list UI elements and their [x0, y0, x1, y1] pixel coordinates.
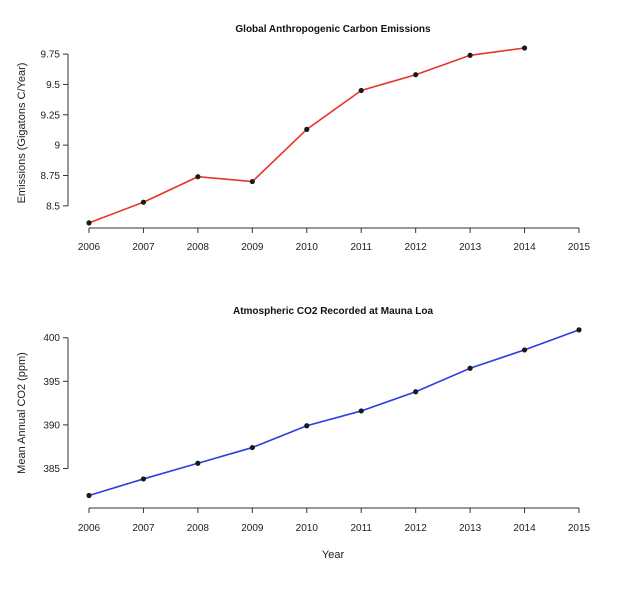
x-axis: 2006 2007 2008 2009 2010 2011 2012 2013 2014 2015: [78, 227, 591, 253]
data-point: [249, 444, 255, 451]
x-tick-label: 2008: [187, 523, 210, 534]
y-tick-label: 9.25: [41, 110, 61, 121]
co2-chart: Atmospheric CO2 Recorded at Mauna Loa Me…: [16, 306, 591, 561]
chart-title: Global Anthropogenic Carbon Emissions: [235, 24, 431, 35]
x-tick-label: 2010: [296, 523, 319, 534]
x-tick-label: 2010: [296, 242, 319, 253]
x-tick-label: 2006: [78, 523, 101, 534]
x-tick-label: 2012: [405, 242, 428, 253]
data-point: [358, 408, 364, 414]
data-point: [86, 220, 92, 226]
emissions-chart: Global Anthropogenic Carbon Emissions Em…: [16, 24, 591, 253]
y-tick-label: 8.5: [46, 201, 60, 212]
x-tick-label: 2015: [568, 523, 591, 534]
y-axis-label: Emissions (Gigatons C/Year): [16, 63, 28, 204]
data-point: [195, 460, 201, 466]
data-point: [413, 72, 419, 78]
x-tick-label: 2013: [459, 523, 482, 534]
y-tick-label: 8.75: [41, 171, 61, 182]
y-axis: 385 390 395 400: [43, 333, 69, 475]
data-point: [86, 492, 92, 499]
data-point: [249, 178, 255, 185]
chart-title: Atmospheric CO2 Recorded at Mauna Loa: [233, 306, 433, 317]
x-tick-label: 2011: [350, 523, 372, 534]
x-tick-label: 2011: [350, 242, 372, 253]
data-point: [521, 347, 528, 353]
y-axis-label: Mean Annual CO2 (ppm): [16, 352, 28, 474]
x-axis-label: Year: [322, 549, 345, 561]
y-tick-label: 9.75: [41, 50, 61, 61]
y-tick-label: 385: [43, 464, 60, 475]
data-point: [576, 327, 582, 333]
x-tick-label: 2007: [132, 523, 155, 534]
x-tick-label: 2008: [187, 242, 210, 253]
data-point: [304, 126, 310, 132]
y-tick-label: 9: [54, 141, 60, 152]
x-tick-label: 2007: [132, 242, 155, 253]
y-tick-label: 390: [43, 420, 60, 431]
data-point: [521, 45, 528, 51]
y-tick-label: 9.5: [46, 80, 60, 91]
data-point: [467, 365, 473, 371]
data-point: [140, 199, 147, 205]
x-tick-label: 2012: [405, 523, 428, 534]
x-tick-label: 2014: [513, 242, 536, 253]
data-point: [467, 52, 473, 58]
series-line-group: [86, 45, 528, 226]
x-tick-label: 2013: [459, 242, 482, 253]
y-tick-label: 395: [43, 377, 60, 388]
data-point: [358, 87, 364, 94]
x-tick-label: 2009: [241, 242, 264, 253]
data-point: [304, 423, 310, 429]
x-tick-label: 2015: [568, 242, 591, 253]
y-axis: 8.5 8.75 9 9.25 9.5 9.75: [41, 50, 69, 212]
x-axis: 2006 2007 2008 2009 2010 2011 2012 2013 2014 2015: [78, 507, 591, 534]
data-point: [140, 476, 147, 482]
series-line-group: [86, 327, 582, 499]
x-tick-label: 2014: [513, 523, 536, 534]
data-point: [195, 174, 201, 180]
x-tick-label: 2006: [78, 242, 101, 253]
series-line: [88, 47, 525, 224]
series-line: [88, 329, 580, 497]
x-tick-label: 2009: [241, 523, 264, 534]
y-tick-label: 400: [43, 333, 60, 344]
data-point: [413, 389, 419, 395]
